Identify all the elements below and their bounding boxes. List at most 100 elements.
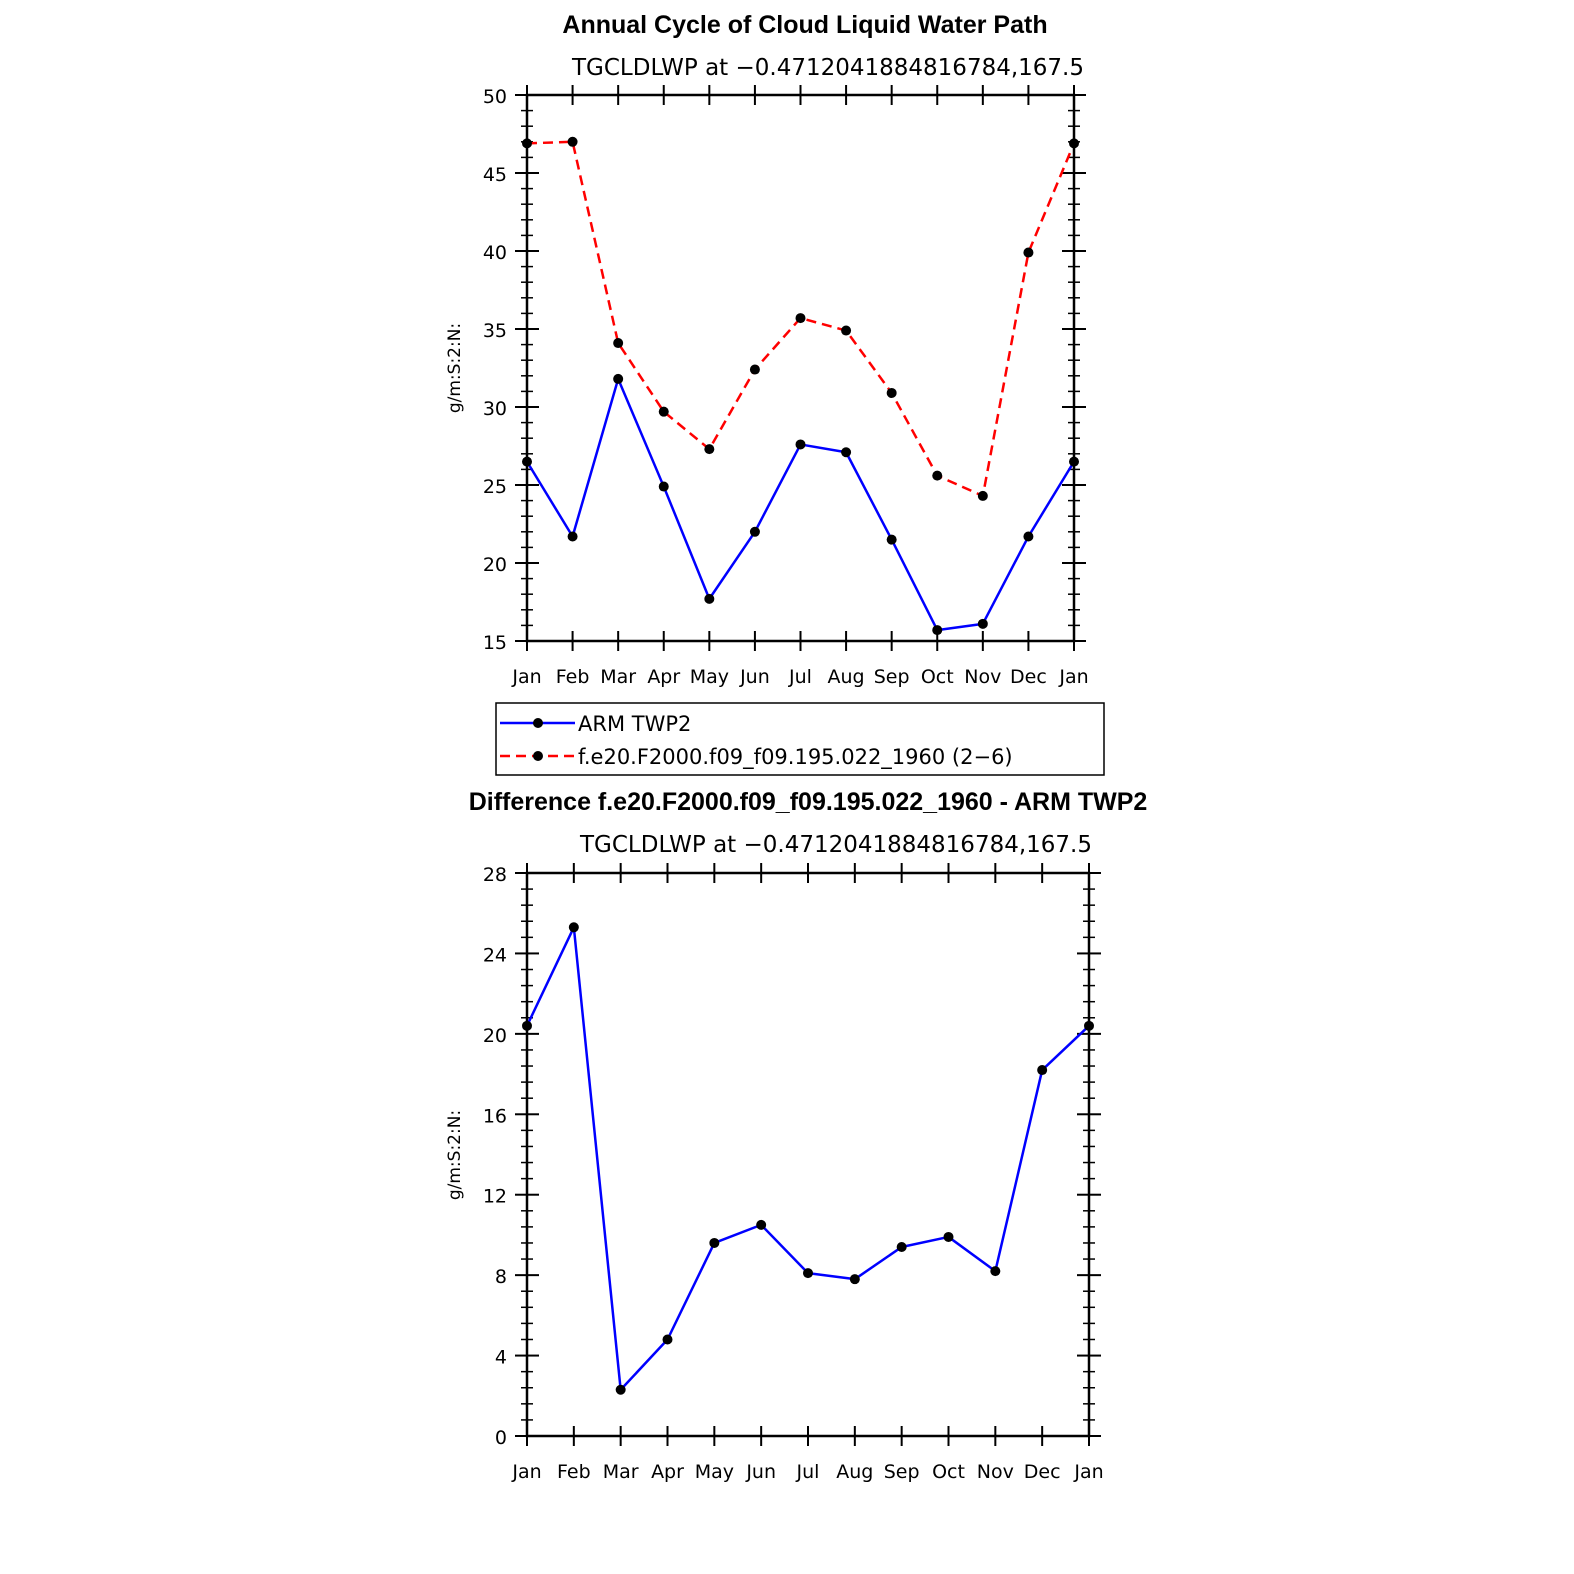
series-0-point xyxy=(886,534,897,545)
legend-label-model: f.e20.F2000.f09_f09.195.022_1960 (2−6) xyxy=(578,745,1013,770)
series-1-point xyxy=(886,387,897,398)
x-tick-label: Jan xyxy=(1058,666,1088,688)
series-line-0 xyxy=(525,926,1090,1392)
x-tick-label: Mar xyxy=(600,666,636,688)
series-0-point xyxy=(615,1384,626,1395)
x-tick-label: Apr xyxy=(647,666,680,688)
y-tick-label: 15 xyxy=(483,632,507,654)
series-1-point xyxy=(932,470,943,481)
series-0-point xyxy=(567,531,578,542)
y-tick-label: 4 xyxy=(495,1347,507,1369)
x-tick-label: Oct xyxy=(932,1461,965,1483)
series-1-point xyxy=(1023,247,1034,258)
x-tick-label: Jan xyxy=(511,1461,541,1483)
x-tick-label: Sep xyxy=(884,1461,920,1483)
x-tick-label: Jul xyxy=(796,1461,820,1483)
legend: ARM TWP2 f.e20.F2000.f09_f09.195.022_196… xyxy=(495,702,1105,776)
series-line-0 xyxy=(525,377,1076,632)
chart1-plot-frame xyxy=(525,93,1076,643)
series-1-point xyxy=(795,313,806,324)
x-tick-label: May xyxy=(690,666,729,688)
x-tick-label: May xyxy=(695,1461,734,1483)
legend-marker-model xyxy=(533,751,543,761)
y-tick-label: 35 xyxy=(483,320,507,342)
y-tick-label: 50 xyxy=(483,86,507,108)
series-0-point xyxy=(896,1241,907,1252)
series-0-point xyxy=(704,593,715,604)
x-tick-label: Jun xyxy=(745,1461,776,1483)
x-tick-label: Aug xyxy=(828,666,865,688)
x-tick-label: Oct xyxy=(921,666,954,688)
series-0-point xyxy=(1084,1020,1094,1031)
series-0-point xyxy=(841,447,852,458)
series-0-point xyxy=(522,456,532,467)
chart1-subtitle: TGCLDLWP at −0.4712041884816784,167.5 xyxy=(571,55,1084,81)
chart2-subtitle: TGCLDLWP at −0.4712041884816784,167.5 xyxy=(579,832,1092,858)
series-0-point xyxy=(943,1231,954,1242)
chart2-title: Difference f.e20.F2000.f09_f09.195.022_1… xyxy=(469,788,1148,816)
x-tick-label: Jan xyxy=(511,666,541,688)
x-tick-label: Nov xyxy=(977,1461,1014,1483)
y-tick-label: 45 xyxy=(483,164,507,186)
legend-label-arm: ARM TWP2 xyxy=(578,712,691,736)
x-tick-label: Mar xyxy=(603,1461,639,1483)
difference-chart: Difference f.e20.F2000.f09_f09.195.022_1… xyxy=(445,788,1147,1483)
series-0-point xyxy=(522,1020,532,1031)
series-0-point xyxy=(658,481,669,492)
series-1-point xyxy=(613,338,624,349)
series-0-point xyxy=(662,1334,673,1345)
series-0-point xyxy=(795,439,806,450)
series-1-point xyxy=(567,136,578,147)
chart2-plot-frame xyxy=(525,871,1091,1438)
legend-marker-arm xyxy=(533,718,543,728)
series-0-point xyxy=(1037,1065,1048,1076)
series-0-point xyxy=(990,1266,1001,1277)
series-0-point xyxy=(749,526,760,537)
y-tick-label: 40 xyxy=(483,242,507,264)
legend-box xyxy=(495,702,1105,776)
x-tick-label: Feb xyxy=(556,666,590,688)
series-1-point xyxy=(749,364,760,375)
series-0-point xyxy=(849,1274,860,1285)
series-1-point xyxy=(841,325,852,336)
series-1-point xyxy=(1069,138,1079,149)
chart2-y-axis-label: g/m:S:2:N: xyxy=(445,1110,465,1200)
y-tick-label: 20 xyxy=(483,1025,507,1047)
y-tick-label: 16 xyxy=(483,1105,507,1127)
chart1-title: Annual Cycle of Cloud Liquid Water Path xyxy=(562,11,1047,39)
y-tick-label: 8 xyxy=(495,1266,507,1288)
series-0-point xyxy=(932,625,943,636)
series-0-point xyxy=(709,1237,720,1248)
series-0-point xyxy=(977,618,988,629)
x-tick-label: Dec xyxy=(1010,666,1047,688)
chart1-y-axis-label: g/m:S:2:N: xyxy=(445,323,465,413)
y-tick-label: 12 xyxy=(483,1186,507,1208)
x-tick-label: Dec xyxy=(1024,1461,1061,1483)
x-tick-label: Sep xyxy=(874,666,910,688)
series-1-point xyxy=(977,490,988,501)
series-1-point xyxy=(704,444,715,455)
series-0-point xyxy=(1023,531,1034,542)
series-0-point xyxy=(803,1268,813,1279)
y-tick-label: 30 xyxy=(483,398,507,420)
y-tick-label: 0 xyxy=(495,1427,507,1449)
x-tick-label: Jun xyxy=(739,666,770,688)
x-tick-label: Jan xyxy=(1073,1461,1103,1483)
x-tick-label: Jul xyxy=(788,666,812,688)
series-1-point xyxy=(522,138,532,149)
series-1-point xyxy=(658,406,669,417)
y-tick-label: 25 xyxy=(483,476,507,498)
x-tick-label: Feb xyxy=(557,1461,591,1483)
series-0-point xyxy=(568,922,579,933)
series-0-point xyxy=(756,1219,767,1230)
y-tick-label: 28 xyxy=(483,864,507,886)
annual-cycle-chart: Annual Cycle of Cloud Liquid Water Path … xyxy=(445,11,1089,688)
x-tick-label: Nov xyxy=(964,666,1001,688)
y-tick-label: 20 xyxy=(483,554,507,576)
x-tick-label: Apr xyxy=(651,1461,684,1483)
x-tick-label: Aug xyxy=(836,1461,873,1483)
series-0-point xyxy=(1069,456,1079,467)
series-0-point xyxy=(613,373,624,384)
y-tick-label: 24 xyxy=(483,944,507,966)
